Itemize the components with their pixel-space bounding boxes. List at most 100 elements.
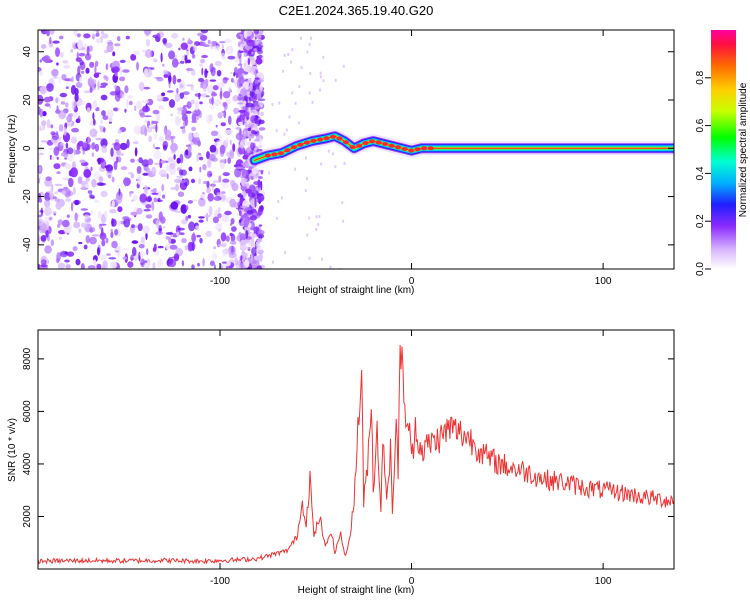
noise-speckle xyxy=(188,37,191,43)
noise-speckle xyxy=(255,134,264,141)
noise-speckle xyxy=(82,43,89,53)
noise-speckle xyxy=(309,72,312,75)
noise-speckle xyxy=(41,120,47,126)
noise-speckle xyxy=(175,183,179,192)
noise-speckle xyxy=(201,92,207,98)
noise-speckle xyxy=(96,37,102,44)
noise-speckle xyxy=(100,119,103,125)
noise-speckle xyxy=(79,76,82,84)
noise-speckle xyxy=(126,98,129,109)
noise-speckle xyxy=(153,197,158,203)
noise-speckle xyxy=(229,139,232,145)
noise-speckle xyxy=(241,73,246,76)
noise-speckle xyxy=(171,32,179,39)
noise-speckle xyxy=(71,112,79,118)
noise-speckle xyxy=(166,173,169,180)
noise-speckle xyxy=(188,221,196,232)
noise-speckle xyxy=(142,49,146,53)
noise-speckle xyxy=(256,185,259,191)
noise-speckle xyxy=(82,141,88,149)
noise-speckle xyxy=(260,170,264,175)
noise-speckle xyxy=(245,85,249,90)
noise-speckle xyxy=(103,75,108,80)
noise-speckle xyxy=(157,197,161,202)
noise-speckle xyxy=(218,207,221,213)
track-blob xyxy=(290,145,297,150)
noise-speckle xyxy=(95,137,103,141)
noise-speckle xyxy=(184,245,189,251)
noise-speckle xyxy=(98,176,104,183)
noise-speckle xyxy=(121,93,126,100)
noise-speckle xyxy=(341,201,344,205)
noise-speckle xyxy=(38,228,47,234)
noise-speckle xyxy=(194,100,199,111)
noise-speckle xyxy=(225,129,233,135)
noise-speckle xyxy=(165,232,174,235)
noise-speckle xyxy=(110,228,113,233)
noise-speckle xyxy=(38,70,43,76)
noise-speckle xyxy=(259,30,264,35)
noise-speckle xyxy=(185,205,189,211)
noise-speckle xyxy=(209,144,217,153)
noise-speckle xyxy=(204,68,208,78)
noise-speckle xyxy=(247,78,253,84)
noise-speckle xyxy=(175,210,182,214)
noise-speckle xyxy=(60,101,66,105)
track-blob xyxy=(336,136,343,141)
noise-speckle xyxy=(155,219,160,228)
noise-speckle xyxy=(222,56,226,60)
noise-speckle xyxy=(78,241,83,245)
snr-xtick-label: 0 xyxy=(409,576,415,587)
noise-speckle xyxy=(119,67,123,75)
noise-speckle xyxy=(244,226,249,231)
noise-speckle xyxy=(86,107,91,113)
noise-speckle xyxy=(202,257,205,267)
track-blob xyxy=(362,141,369,145)
noise-speckle xyxy=(101,110,106,117)
noise-speckle xyxy=(143,260,148,263)
noise-speckle xyxy=(116,156,119,164)
noise-speckle xyxy=(222,172,230,177)
noise-speckle xyxy=(114,43,121,47)
noise-speckle xyxy=(100,82,108,87)
noise-speckle xyxy=(130,173,135,179)
noise-speckle xyxy=(191,113,197,123)
noise-speckle xyxy=(109,209,117,214)
noise-speckle xyxy=(192,44,198,52)
noise-speckle xyxy=(156,32,161,43)
noise-speckle xyxy=(187,200,193,204)
noise-speckle xyxy=(194,93,202,97)
noise-speckle xyxy=(238,210,242,217)
spectrogram-panel: -100 0 100 -40 -20 0 20 40 Height of straight l… xyxy=(7,29,675,296)
snr-ylabel: SNR (10 * v/v) xyxy=(7,418,18,482)
noise-speckle xyxy=(209,79,217,82)
track-blob xyxy=(284,148,291,153)
noise-speckle xyxy=(238,63,243,66)
noise-speckle xyxy=(55,97,59,104)
noise-speckle xyxy=(46,83,54,92)
noise-speckle xyxy=(45,176,52,181)
noise-speckle xyxy=(64,259,70,263)
noise-speckle xyxy=(64,188,71,198)
noise-speckle xyxy=(327,149,330,153)
track-blob xyxy=(395,145,402,150)
noise-speckle xyxy=(240,88,248,97)
noise-speckle xyxy=(251,129,256,135)
noise-speckle xyxy=(101,31,105,35)
noise-speckle xyxy=(240,139,248,147)
noise-speckle xyxy=(216,139,224,146)
snr-ytick-label: 4000 xyxy=(22,452,33,475)
noise-speckle xyxy=(101,239,106,247)
noise-speckle xyxy=(106,253,111,256)
noise-speckle xyxy=(205,95,210,98)
noise-speckle xyxy=(51,68,59,77)
noise-speckle xyxy=(249,92,255,97)
noise-speckle xyxy=(271,103,274,106)
noise-speckle xyxy=(40,259,47,265)
noise-speckle xyxy=(212,252,218,261)
noise-speckle xyxy=(72,246,78,252)
noise-speckle xyxy=(93,199,100,203)
noise-speckle xyxy=(116,35,121,42)
noise-speckle xyxy=(185,68,194,71)
noise-speckle xyxy=(130,53,137,61)
